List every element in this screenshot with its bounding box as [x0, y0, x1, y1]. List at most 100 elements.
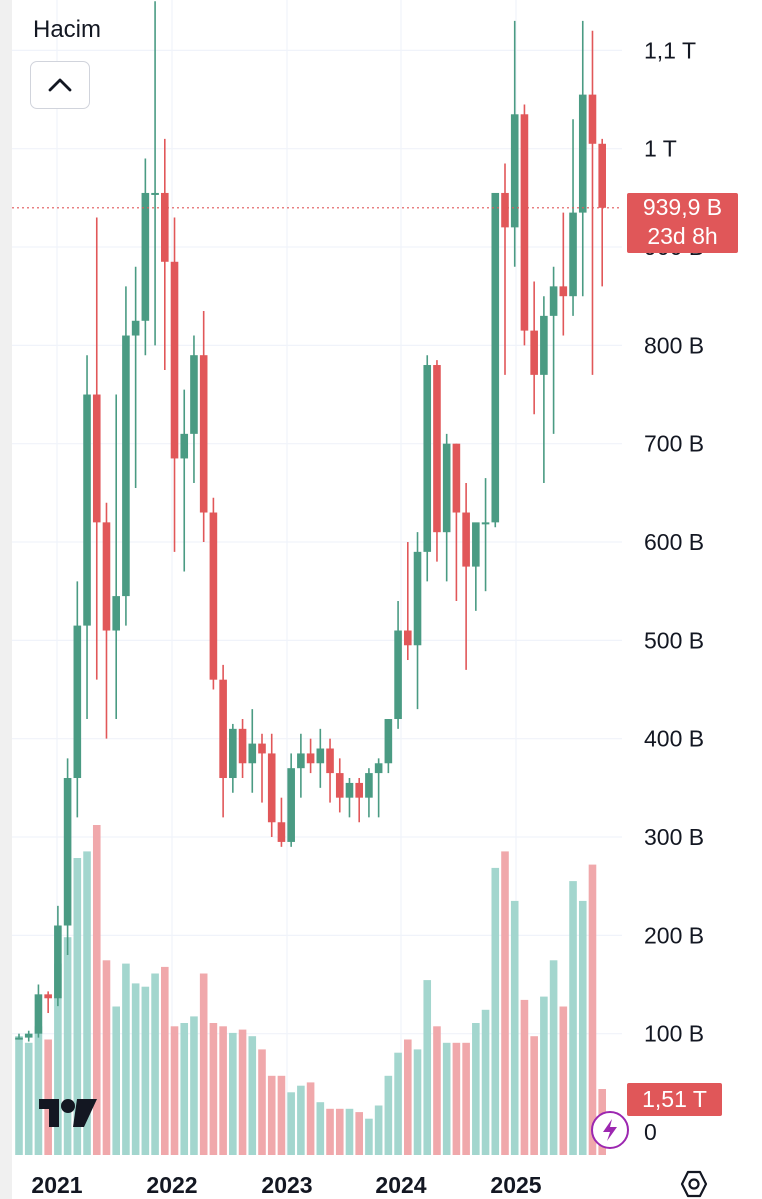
lightning-icon [603, 1119, 617, 1141]
volume-bar [63, 937, 72, 1155]
volume-bar [404, 1039, 412, 1155]
candle-body [92, 394, 101, 523]
candle-body [598, 143, 606, 208]
volume-bar [491, 867, 500, 1155]
volume-bar [199, 973, 208, 1155]
chevron-up-icon [48, 78, 72, 92]
candle-body [277, 822, 286, 842]
volume-bar [151, 973, 159, 1155]
y-axis-label: 1 T [644, 136, 677, 162]
volume-bar [102, 960, 111, 1155]
x-axis-label: 2024 [375, 1172, 426, 1198]
candle-body [73, 625, 82, 779]
volume-bar [92, 825, 101, 1155]
candle-body [345, 782, 354, 798]
candle-body [267, 753, 276, 823]
candle-body [520, 114, 529, 331]
volume-bar [83, 851, 91, 1155]
y-axis-label: 400 B [644, 726, 704, 752]
candle-body [219, 679, 227, 779]
volume-bar [277, 1075, 286, 1155]
y-axis-label: 600 B [644, 529, 704, 555]
volume-bar [34, 1026, 43, 1155]
tradingview-logo[interactable] [37, 1097, 99, 1129]
volume-bar [73, 858, 82, 1155]
volume-bar [326, 1108, 334, 1155]
volume-bar [501, 851, 509, 1155]
candle-body [569, 212, 577, 297]
left-edge-strip [0, 0, 12, 1199]
candle-body [394, 630, 402, 720]
volume-bar [540, 996, 548, 1155]
volume-bar [209, 1023, 218, 1155]
volume-bar [44, 1039, 52, 1155]
volume-bar [588, 864, 597, 1155]
x-axis-label: 2023 [261, 1172, 312, 1198]
volume-bar [423, 980, 432, 1155]
volume-bar [442, 1042, 451, 1155]
candle-body [365, 773, 373, 798]
volume-bar [238, 1029, 247, 1155]
candle-body [481, 522, 490, 525]
last-volume-tag: 1,51 T [627, 1083, 722, 1116]
candle-body [549, 286, 558, 316]
volume-bar [345, 1108, 354, 1155]
volume-bar [569, 881, 577, 1155]
x-axis-labels: 2021 2022 2023 2024 2025 [31, 1172, 541, 1198]
candle-body [452, 443, 461, 513]
volume-indicator-label: Hacim [33, 16, 102, 43]
volume-bar [462, 1042, 470, 1155]
volume-bar [229, 1032, 237, 1155]
candles [15, 1, 606, 1042]
candle-body [316, 748, 325, 764]
candle-body [258, 743, 266, 754]
x-axis-label: 2022 [146, 1172, 197, 1198]
candle-body [24, 1033, 33, 1038]
y-axis-label: 700 B [644, 431, 704, 457]
volume-bar [219, 1026, 227, 1155]
y-axis-label: 1,1 T [644, 37, 696, 63]
candle-body [15, 1037, 23, 1040]
candle-body [578, 94, 587, 213]
candle-body [209, 512, 218, 680]
volume-bar [180, 1023, 189, 1155]
volume-bar [170, 1026, 179, 1155]
y-axis-label: 300 B [644, 824, 704, 850]
volume-bar [306, 1082, 315, 1155]
candle-body [63, 778, 72, 926]
candle-body [413, 551, 422, 646]
candle-body [141, 192, 150, 321]
volume-bar [578, 900, 587, 1155]
candle-body [384, 719, 393, 764]
candle-body [248, 743, 257, 764]
volume-bar [161, 966, 169, 1155]
candle-body [44, 994, 52, 999]
volume-bar [520, 999, 529, 1155]
volume-bar [112, 1006, 120, 1155]
volume-bar [472, 1023, 480, 1155]
candle-body [180, 433, 189, 459]
volume-bar [15, 1036, 23, 1155]
x-axis-label: 2021 [31, 1172, 82, 1198]
candle-body [462, 512, 470, 567]
volume-bar [141, 986, 150, 1155]
collapse-button[interactable] [30, 61, 90, 109]
candle-body [442, 443, 451, 533]
volume-bar [335, 1108, 344, 1155]
candle-body [530, 330, 538, 375]
candle-body [326, 748, 334, 774]
candle-body [34, 994, 43, 1034]
candle-body [540, 315, 548, 375]
lightning-button[interactable] [591, 1111, 629, 1149]
x-axis-label: 2025 [490, 1172, 541, 1198]
candle-body [297, 753, 305, 769]
candle-body [510, 114, 519, 228]
volume-bar [433, 1026, 441, 1155]
volume-bar [510, 900, 519, 1155]
settings-hexagon-icon[interactable] [680, 1170, 708, 1198]
volume-bar [287, 1092, 295, 1155]
candle-body [54, 925, 62, 999]
